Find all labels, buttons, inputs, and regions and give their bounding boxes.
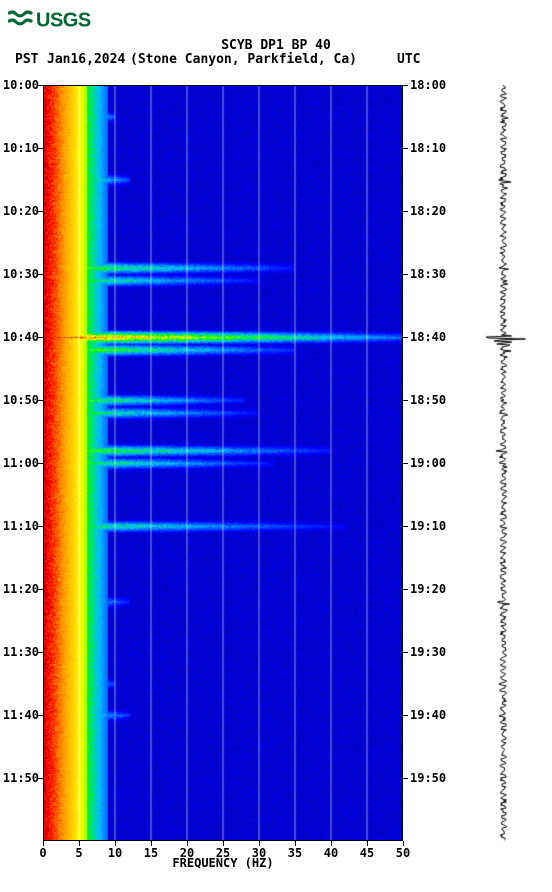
xaxis-tick-label: 45 bbox=[360, 846, 374, 860]
tick-mark bbox=[38, 85, 43, 86]
tick-mark bbox=[403, 778, 408, 779]
chart-title: SCYB DP1 BP 40 bbox=[0, 38, 552, 53]
xaxis-tick-label: 20 bbox=[180, 846, 194, 860]
pst-time-label: 10:30 bbox=[0, 267, 39, 281]
utc-time-label: 18:50 bbox=[410, 393, 446, 407]
usgs-logo-text: USGS bbox=[36, 9, 91, 31]
pst-time-label: 10:50 bbox=[0, 393, 39, 407]
tick-mark bbox=[403, 589, 408, 590]
tick-mark bbox=[38, 778, 43, 779]
utc-time-label: 19:40 bbox=[410, 708, 446, 722]
location-label: (Stone Canyon, Parkfield, Ca) bbox=[130, 52, 357, 67]
xtick-mark bbox=[151, 841, 152, 846]
utc-time-label: 18:10 bbox=[410, 141, 446, 155]
xtick-mark bbox=[403, 841, 404, 846]
utc-time-label: 19:30 bbox=[410, 645, 446, 659]
utc-time-label: 19:10 bbox=[410, 519, 446, 533]
tick-mark bbox=[403, 274, 408, 275]
utc-time-label: 18:20 bbox=[410, 204, 446, 218]
tick-mark bbox=[403, 148, 408, 149]
tick-mark bbox=[38, 148, 43, 149]
xtick-mark bbox=[295, 841, 296, 846]
xaxis-tick-label: 5 bbox=[75, 846, 82, 860]
xaxis-tick-label: 0 bbox=[39, 846, 46, 860]
pst-time-label: 10:10 bbox=[0, 141, 39, 155]
xaxis-tick-label: 40 bbox=[324, 846, 338, 860]
xaxis-tick-label: 30 bbox=[252, 846, 266, 860]
timezone-left-label: PST bbox=[15, 52, 38, 67]
seismogram-panel bbox=[470, 85, 540, 841]
tick-mark bbox=[403, 337, 408, 338]
utc-time-label: 19:50 bbox=[410, 771, 446, 785]
xaxis-tick-label: 15 bbox=[144, 846, 158, 860]
tick-mark bbox=[403, 85, 408, 86]
tick-mark bbox=[38, 211, 43, 212]
tick-mark bbox=[403, 652, 408, 653]
utc-time-label: 19:00 bbox=[410, 456, 446, 470]
tick-mark bbox=[38, 337, 43, 338]
xaxis-tick-label: 35 bbox=[288, 846, 302, 860]
xtick-mark bbox=[259, 841, 260, 846]
tick-mark bbox=[38, 400, 43, 401]
xtick-mark bbox=[331, 841, 332, 846]
utc-time-label: 18:30 bbox=[410, 267, 446, 281]
usgs-logo: USGS bbox=[8, 8, 91, 34]
tick-mark bbox=[403, 463, 408, 464]
pst-time-label: 10:40 bbox=[0, 330, 39, 344]
pst-time-label: 11:50 bbox=[0, 771, 39, 785]
spectrogram-plot bbox=[43, 85, 403, 841]
pst-time-label: 11:20 bbox=[0, 582, 39, 596]
usgs-wave-icon bbox=[8, 8, 34, 34]
tick-mark bbox=[38, 715, 43, 716]
timezone-right-label: UTC bbox=[397, 52, 420, 67]
xtick-mark bbox=[223, 841, 224, 846]
seismogram-canvas bbox=[470, 85, 540, 841]
tick-mark bbox=[38, 589, 43, 590]
tick-mark bbox=[403, 400, 408, 401]
date-label: Jan16,2024 bbox=[47, 52, 125, 67]
utc-time-label: 18:40 bbox=[410, 330, 446, 344]
xtick-mark bbox=[79, 841, 80, 846]
pst-time-label: 10:00 bbox=[0, 78, 39, 92]
utc-time-label: 18:00 bbox=[410, 78, 446, 92]
xaxis-tick-label: 50 bbox=[396, 846, 410, 860]
xtick-mark bbox=[187, 841, 188, 846]
pst-time-label: 11:40 bbox=[0, 708, 39, 722]
tick-mark bbox=[38, 652, 43, 653]
tick-mark bbox=[38, 463, 43, 464]
tick-mark bbox=[403, 715, 408, 716]
xaxis-tick-label: 10 bbox=[108, 846, 122, 860]
pst-time-label: 11:30 bbox=[0, 645, 39, 659]
tick-mark bbox=[38, 274, 43, 275]
utc-time-label: 19:20 bbox=[410, 582, 446, 596]
pst-time-label: 11:10 bbox=[0, 519, 39, 533]
tick-mark bbox=[38, 526, 43, 527]
pst-time-label: 11:00 bbox=[0, 456, 39, 470]
pst-time-label: 10:20 bbox=[0, 204, 39, 218]
xtick-mark bbox=[367, 841, 368, 846]
tick-mark bbox=[403, 526, 408, 527]
spectrogram-canvas bbox=[43, 85, 403, 841]
xtick-mark bbox=[115, 841, 116, 846]
tick-mark bbox=[403, 211, 408, 212]
xaxis-tick-label: 25 bbox=[216, 846, 230, 860]
xtick-mark bbox=[43, 841, 44, 846]
